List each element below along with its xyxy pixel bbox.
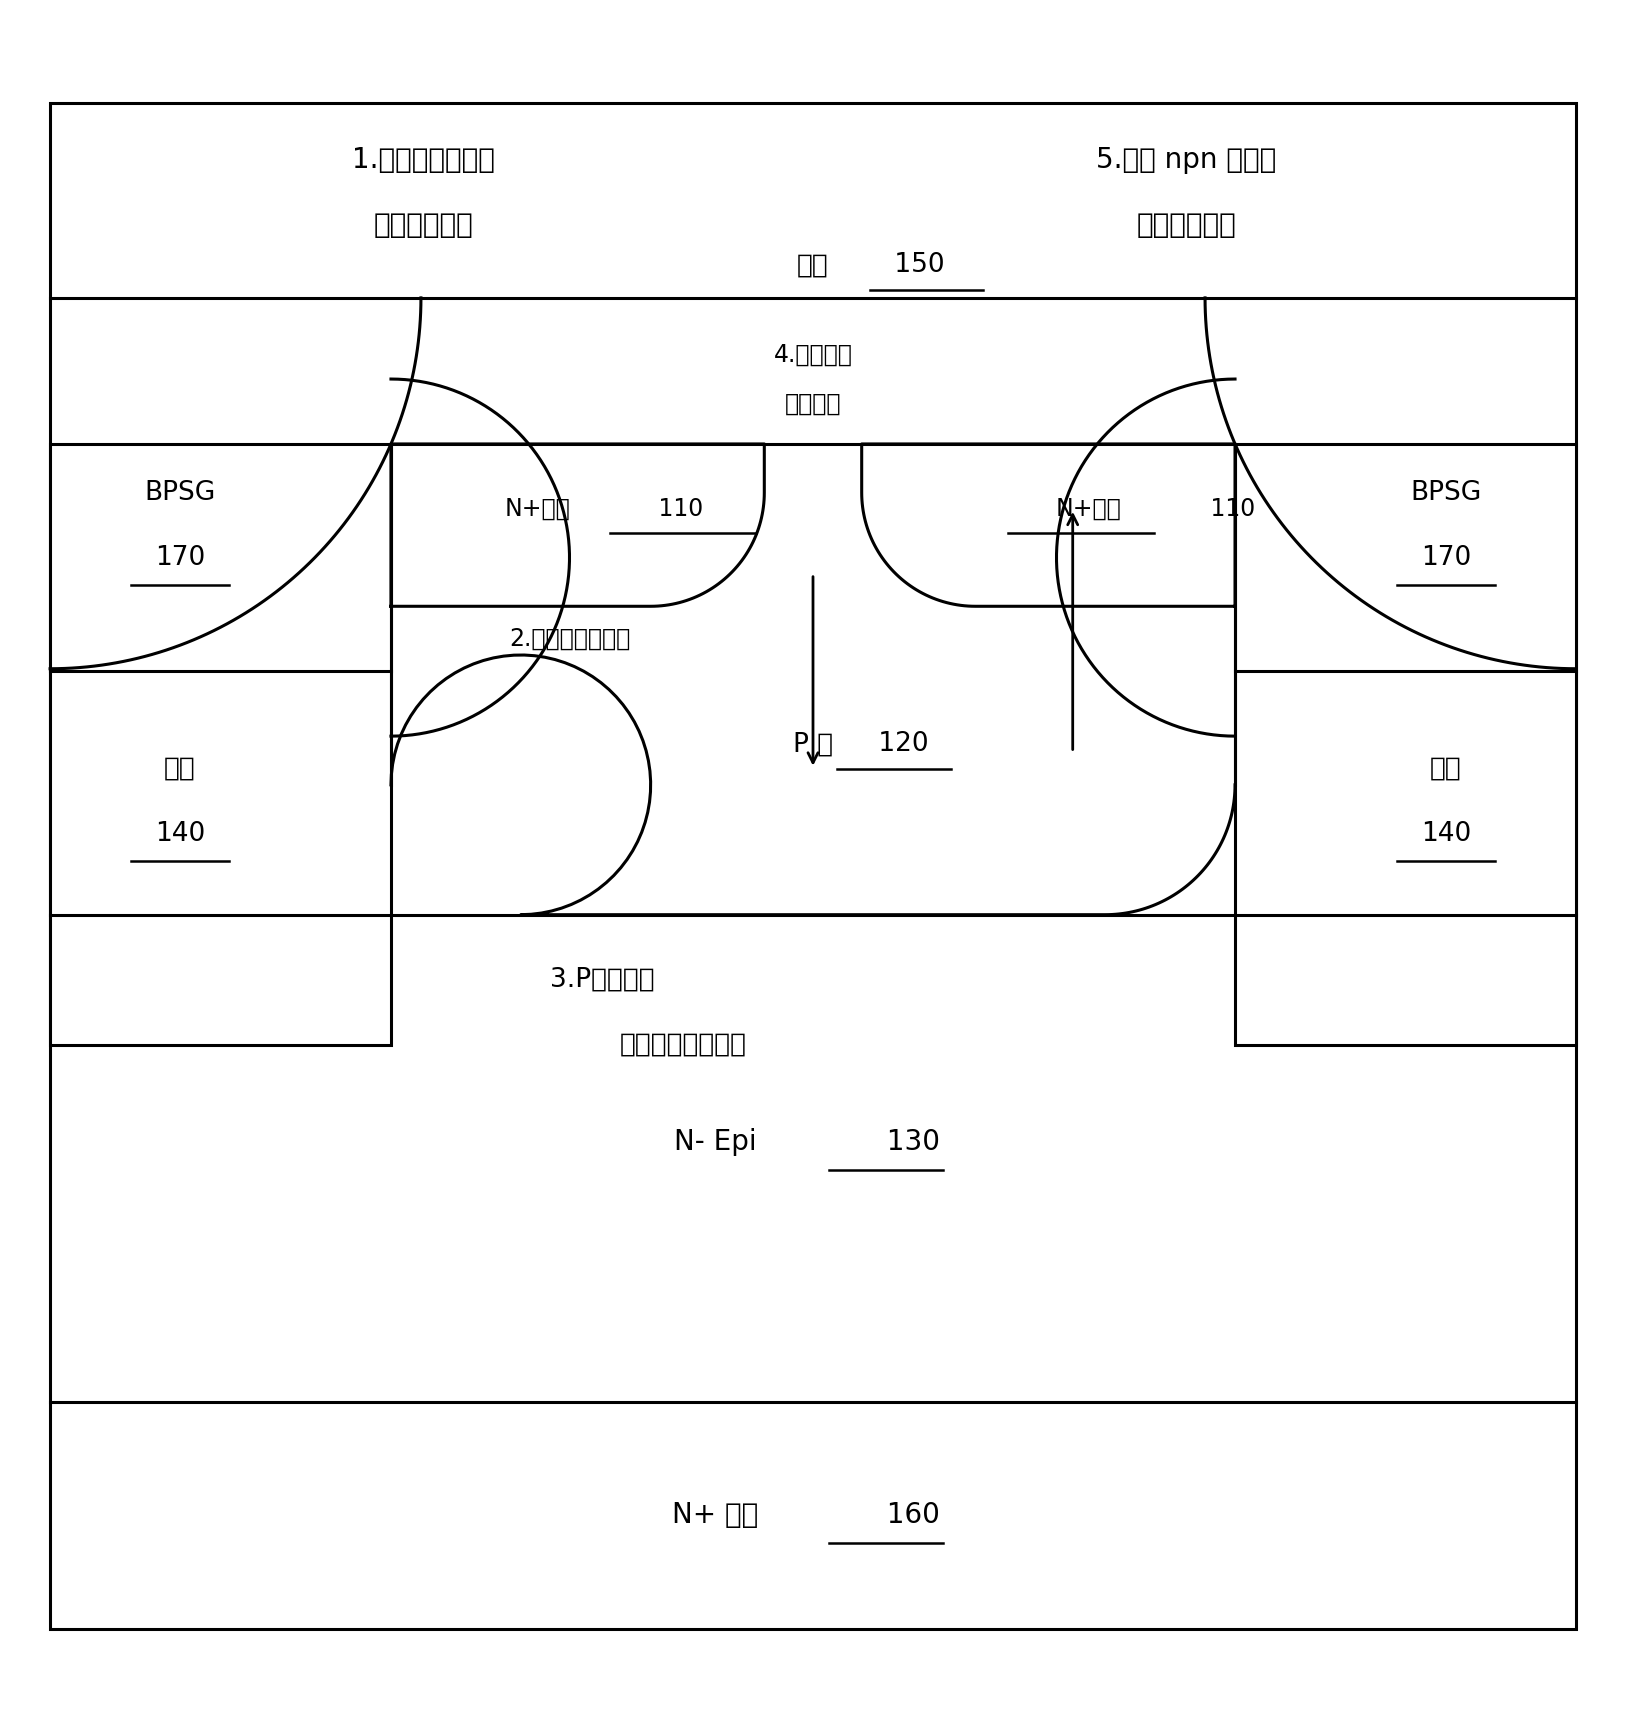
Text: 160: 160 [878,1502,940,1529]
Text: 120: 120 [870,731,928,757]
Bar [1236,443,1576,1044]
Text: 金属: 金属 [797,253,829,279]
Text: 事件下拉源极: 事件下拉源极 [374,211,473,239]
Text: 二极管至源极开启: 二极管至源极开启 [620,1032,746,1058]
Text: 栅极: 栅极 [164,755,195,781]
Text: 1.非钳制感应切换: 1.非钳制感应切换 [351,145,494,173]
Bar [50,443,390,1044]
Text: N+源极: N+源极 [504,497,571,521]
Text: 110: 110 [650,497,702,521]
Text: N- Epi: N- Epi [675,1128,758,1155]
Text: 150: 150 [886,253,945,279]
Text: 导致装置故障: 导致装置故障 [1137,211,1236,239]
Text: 4.电子电流: 4.电子电流 [774,343,852,367]
Text: BPSG: BPSG [1410,480,1481,506]
Text: P 阱: P 阱 [793,731,833,757]
Text: BPSG: BPSG [145,480,216,506]
Text: 140: 140 [154,821,205,847]
Text: 2.空穴电流流向阱: 2.空穴电流流向阱 [509,627,631,651]
Text: 3.P阱充电，: 3.P阱充电， [550,966,654,992]
Text: N+ 衬底: N+ 衬底 [673,1502,759,1529]
Text: 170: 170 [1421,544,1472,570]
Text: 140: 140 [1421,821,1472,847]
Text: 130: 130 [878,1128,940,1155]
Text: 流向源极: 流向源极 [785,391,841,416]
Text: 110: 110 [1203,497,1255,521]
Text: 5.寄生 npn 开启，: 5.寄生 npn 开启， [1096,145,1276,173]
Text: N+源极: N+源极 [1055,497,1122,521]
Text: 栅极: 栅极 [1431,755,1462,781]
Text: 170: 170 [154,544,205,570]
